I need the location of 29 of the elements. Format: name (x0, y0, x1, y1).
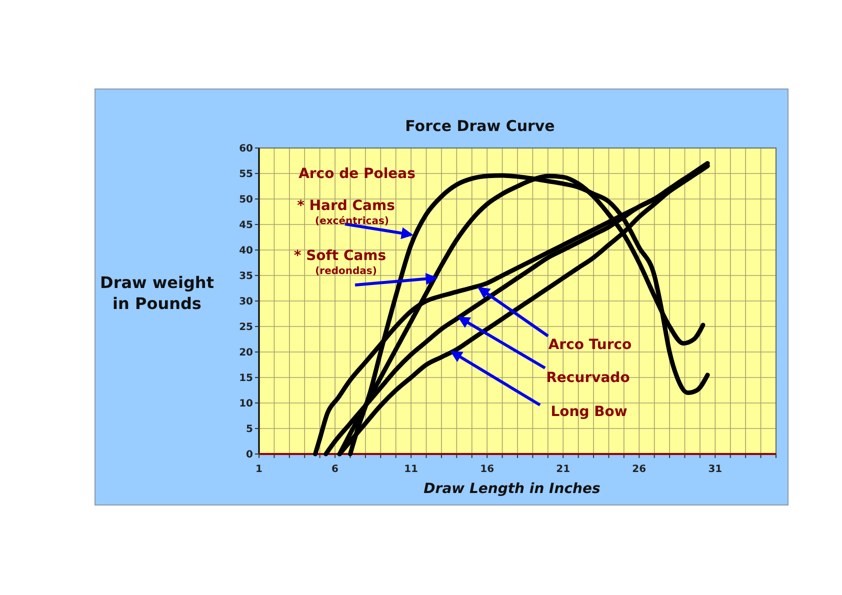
y-tick-label: 15 (239, 373, 254, 384)
x-tick-label: 31 (708, 464, 722, 475)
y-tick-label: 35 (239, 271, 254, 282)
y-tick-label: 40 (239, 246, 254, 256)
y-tick-label: 60 (239, 144, 254, 154)
x-tick-label: 1 (256, 464, 263, 475)
chart-title: Force Draw Curve (405, 117, 555, 135)
y-tick-label: 50 (239, 194, 254, 206)
annotation: * Soft Cams (redondas) (294, 248, 386, 277)
x-tick-label: 16 (480, 464, 494, 475)
y-tick-label: 25 (239, 322, 254, 333)
x-tick-label: 11 (404, 464, 418, 475)
y-tick-label: 10 (239, 398, 254, 410)
x-axis-title: Draw Length in Inches (424, 481, 600, 497)
y-tick-label: 20 (239, 348, 254, 358)
annotation: Arco Turco (548, 337, 632, 353)
y-tick-label: 30 (239, 296, 254, 308)
x-tick-label: 6 (332, 464, 339, 475)
y-axis-title: Draw weight in Pounds (100, 273, 214, 313)
y-tick-label: 0 (246, 450, 254, 460)
y-tick-label: 45 (239, 220, 254, 231)
annotation: Recurvado (546, 370, 630, 386)
y-tick-label: 5 (246, 424, 254, 435)
annotation: * Hard Cams (excéntricas) (297, 198, 395, 227)
annotation: Arco de Poleas (298, 166, 416, 182)
x-tick-label: 21 (556, 464, 570, 475)
x-tick-label: 26 (632, 464, 646, 475)
y-tick-label: 55 (239, 169, 254, 180)
annotation: Long Bow (550, 404, 628, 420)
